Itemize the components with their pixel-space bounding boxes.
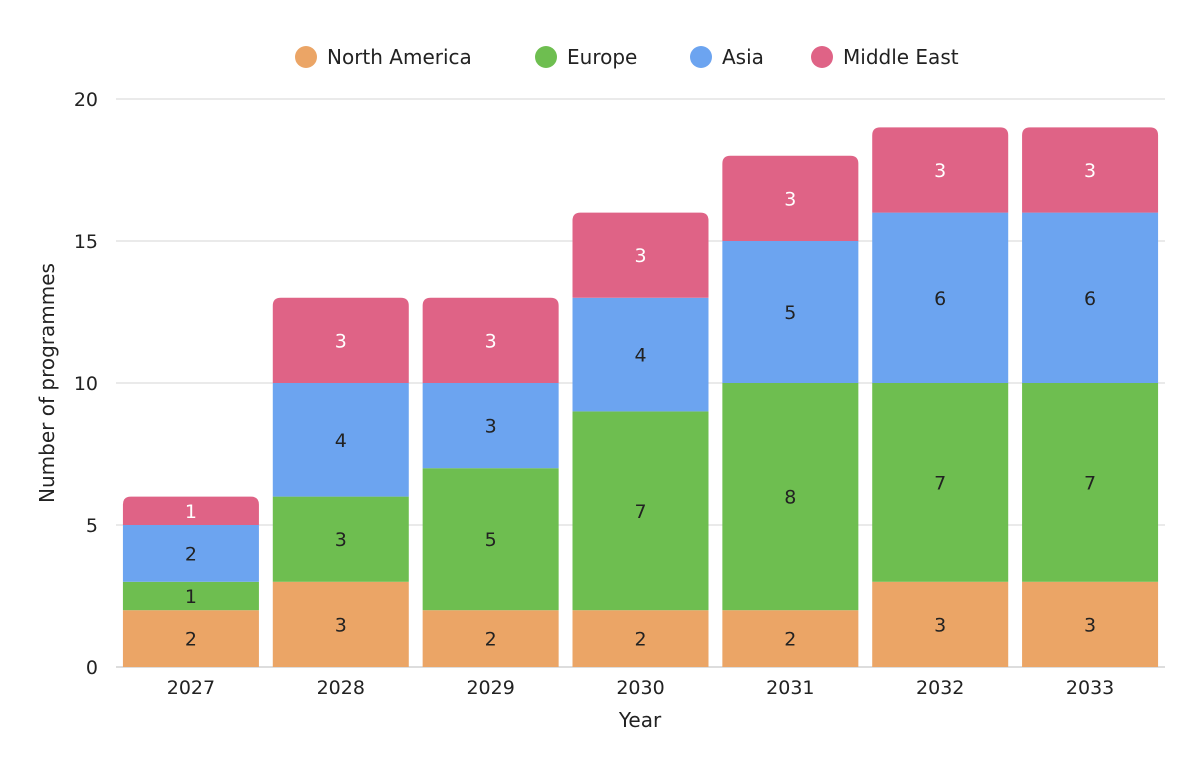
bar-segment: [872, 127, 1009, 213]
data-label: 3: [335, 330, 347, 352]
bar-segment: [572, 212, 709, 298]
bar-segment: [722, 383, 859, 611]
data-label: 1: [185, 586, 197, 608]
data-label: 3: [1084, 160, 1096, 182]
y-tick-label: 20: [74, 89, 98, 111]
data-label: 3: [934, 614, 946, 636]
data-label: 3: [485, 330, 497, 352]
x-tick-label: 2031: [766, 677, 814, 699]
data-label: 6: [934, 288, 946, 310]
bars: 2 1 2 1 3 3 4 3 2 5 3 3 2 7 4 3 2 8 5 3 3 7 6 3 3 7 6 3: [122, 127, 1159, 667]
bar-stack-2032: 3 7 6 3: [872, 127, 1009, 667]
x-axis-ticks: 2027 2028 2029 2030 2031 2032 2033: [167, 677, 1115, 699]
legend-swatch: [811, 46, 833, 68]
data-label: 8: [784, 487, 796, 509]
bar-segment: [872, 212, 1009, 383]
data-label: 3: [335, 529, 347, 551]
bar-stack-2029: 2 5 3 3: [422, 297, 559, 667]
legend-label: Europe: [567, 45, 637, 69]
data-label: 3: [784, 188, 796, 210]
bar-stack-2033: 3 7 6 3: [1022, 127, 1159, 667]
y-axis-title: Number of programmes: [35, 263, 59, 503]
bar-segment: [1022, 581, 1159, 667]
bar-segment: [1022, 212, 1159, 383]
legend-label: North America: [327, 45, 472, 69]
y-tick-label: 0: [86, 657, 98, 679]
bar-segment: [122, 581, 259, 611]
y-tick-label: 5: [86, 515, 98, 537]
bar-segment: [272, 383, 409, 497]
legend-item: Europe: [535, 45, 637, 69]
bar-segment: [422, 297, 559, 383]
legend-swatch: [295, 46, 317, 68]
data-label: 1: [185, 501, 197, 523]
bar-segment: [272, 297, 409, 383]
data-label: 2: [185, 629, 197, 651]
data-label: 7: [1084, 472, 1096, 494]
x-tick-label: 2029: [466, 677, 514, 699]
bar-stack-2030: 2 7 4 3: [572, 212, 709, 667]
data-label: 2: [784, 629, 796, 651]
x-tick-label: 2028: [317, 677, 365, 699]
x-tick-label: 2027: [167, 677, 215, 699]
bar-segment: [122, 496, 259, 525]
data-label: 7: [634, 501, 646, 523]
data-label: 6: [1084, 288, 1096, 310]
data-label: 2: [185, 543, 197, 565]
y-tick-label: 10: [74, 373, 98, 395]
x-tick-label: 2032: [916, 677, 964, 699]
data-label: 3: [1084, 614, 1096, 636]
legend-swatch: [690, 46, 712, 68]
data-label: 2: [485, 629, 497, 651]
bar-stack-2031: 2 8 5 3: [722, 155, 859, 667]
data-label: 3: [335, 614, 347, 636]
bar-segment: [272, 581, 409, 667]
bar-segment: [272, 496, 409, 582]
legend-item: North America: [295, 45, 472, 69]
legend-swatch: [535, 46, 557, 68]
data-label: 3: [634, 245, 646, 267]
legend-label: Middle East: [843, 45, 959, 69]
bar-segment: [872, 581, 1009, 667]
bar-stack-2028: 3 3 4 3: [272, 297, 409, 667]
x-tick-label: 2030: [616, 677, 664, 699]
bar-segment: [722, 610, 859, 667]
data-label: 5: [485, 529, 497, 551]
bar-segment: [572, 610, 709, 667]
legend-item: Middle East: [811, 45, 959, 69]
y-tick-label: 15: [74, 231, 98, 253]
bar-segment: [722, 241, 859, 383]
bar-segment: [422, 383, 559, 469]
bar-stack-2027: 2 1 2 1: [122, 496, 259, 667]
bar-segment: [1022, 127, 1159, 213]
data-label: 4: [335, 430, 347, 452]
legend-item: Asia: [690, 45, 764, 69]
data-label: 3: [485, 416, 497, 438]
legend: North America Europe Asia Middle East: [295, 45, 959, 69]
x-axis-title: Year: [618, 708, 662, 732]
data-label: 5: [784, 302, 796, 324]
bar-segment: [122, 525, 259, 582]
data-label: 7: [934, 472, 946, 494]
bar-segment: [572, 297, 709, 412]
bar-segment: [872, 383, 1009, 582]
bar-segment: [722, 155, 859, 241]
data-label: 4: [634, 345, 646, 367]
bar-segment: [1022, 383, 1159, 582]
x-tick-label: 2033: [1066, 677, 1114, 699]
legend-label: Asia: [722, 45, 764, 69]
data-label: 2: [634, 629, 646, 651]
bar-segment: [572, 411, 709, 611]
bar-segment: [422, 468, 559, 611]
bar-segment: [122, 610, 259, 667]
bar-segment: [422, 610, 559, 667]
data-label: 3: [934, 160, 946, 182]
